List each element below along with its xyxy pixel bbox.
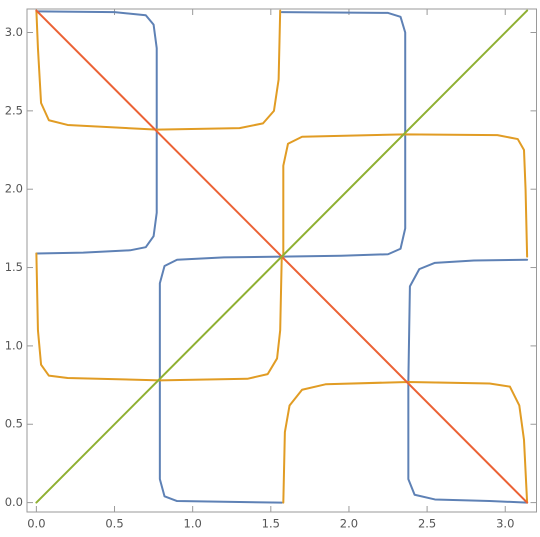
y-tick-label: 0.5 <box>5 417 23 431</box>
x-tick-label: 1.0 <box>184 517 202 531</box>
x-tick-label: 1.5 <box>262 517 280 531</box>
x-tick-label: 2.5 <box>418 517 436 531</box>
curve <box>35 9 529 504</box>
y-tick-label: 2.0 <box>5 182 23 196</box>
x-tick-label: 3.0 <box>496 517 514 531</box>
y-tick-label: 1.5 <box>5 260 23 274</box>
plot-frame <box>26 8 537 513</box>
y-tick-label: 1.0 <box>5 338 23 352</box>
x-tick-label: 2.0 <box>340 517 358 531</box>
x-tick-label: 0.5 <box>105 517 123 531</box>
y-tick-label: 3.0 <box>5 25 23 39</box>
y-tick-label: 2.5 <box>5 103 23 117</box>
y-tick-label: 0.0 <box>5 495 23 509</box>
curve <box>35 9 529 504</box>
x-tick-label: 0.0 <box>27 517 45 531</box>
